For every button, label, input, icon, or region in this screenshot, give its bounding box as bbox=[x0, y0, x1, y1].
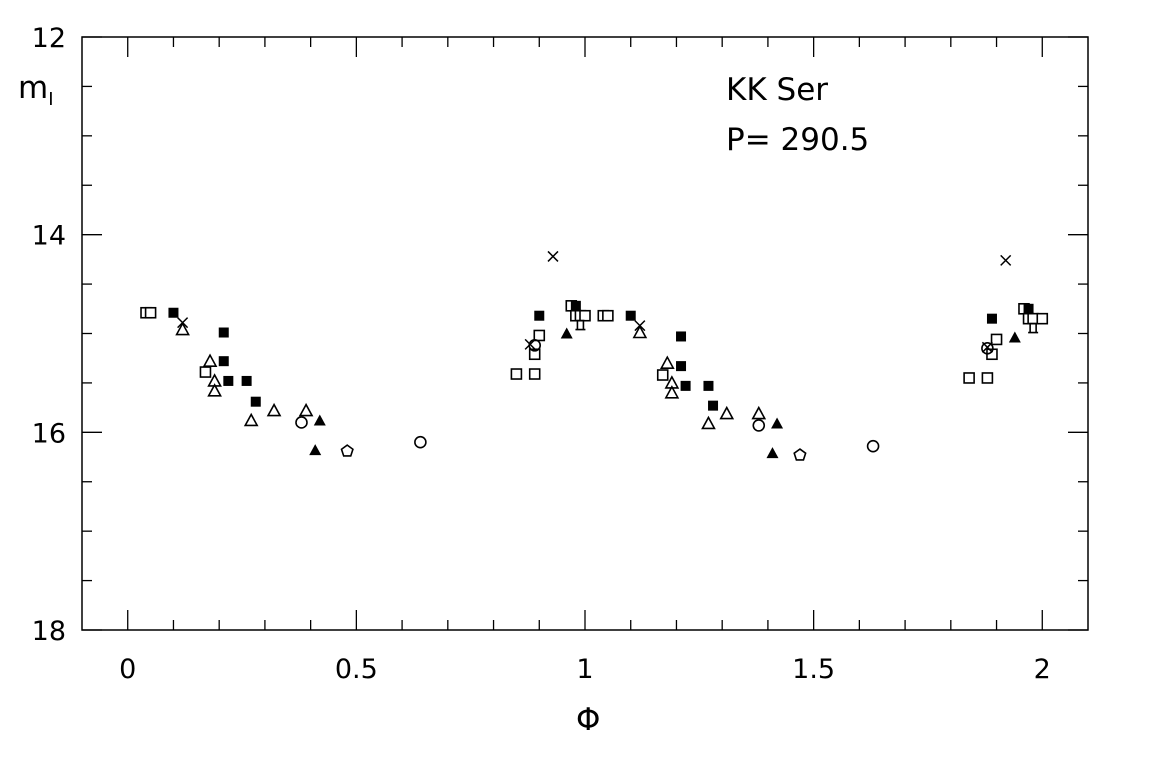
open-triangle-point bbox=[266, 402, 282, 417]
filled-triangle-point bbox=[313, 414, 326, 426]
open-triangle-point bbox=[751, 405, 767, 420]
filled-square-point bbox=[676, 331, 687, 342]
filled-square-point bbox=[708, 400, 719, 411]
open-triangle-point bbox=[243, 412, 259, 427]
open-triangle-point bbox=[298, 402, 314, 417]
x-tick-label: 1.5 bbox=[792, 654, 835, 685]
cross-point bbox=[547, 250, 559, 262]
filled-square-point bbox=[986, 313, 997, 324]
filled-square-point bbox=[250, 396, 261, 407]
data-points bbox=[140, 250, 1049, 461]
x-tick-label: 0 bbox=[119, 654, 136, 685]
open-square-point bbox=[656, 369, 669, 381]
y-axis-label-subscript: I bbox=[48, 89, 53, 110]
filled-triangle-point bbox=[309, 444, 322, 456]
open-square-point bbox=[533, 329, 546, 342]
open-circle-point bbox=[295, 416, 308, 429]
filled-square-point bbox=[223, 375, 234, 386]
filled-square-point bbox=[218, 356, 229, 367]
y-tick-label: 14 bbox=[32, 221, 66, 252]
axis-ticks bbox=[82, 36, 1088, 631]
open-pentagon-point bbox=[340, 444, 354, 457]
open-square-point bbox=[199, 366, 212, 378]
open-triangle-point bbox=[701, 415, 716, 430]
filled-square-point bbox=[625, 310, 636, 321]
y-axis-label: mI bbox=[18, 70, 54, 110]
open-square-point bbox=[602, 309, 614, 322]
open-triangle-point bbox=[664, 385, 680, 399]
x-tick-label: 0.5 bbox=[335, 654, 378, 685]
open-circle-point bbox=[752, 419, 766, 432]
cross-point bbox=[177, 317, 189, 329]
x-tick-label: 2 bbox=[1034, 654, 1051, 685]
filled-triangle-point bbox=[771, 417, 784, 429]
open-star-point bbox=[1028, 322, 1039, 334]
open-circle-point bbox=[866, 439, 880, 453]
y-tick-label: 18 bbox=[32, 616, 66, 647]
open-square-point bbox=[990, 333, 1003, 346]
filled-square-point bbox=[570, 300, 581, 311]
cross-point bbox=[634, 320, 646, 332]
open-square-point bbox=[528, 368, 541, 380]
filled-square-point bbox=[1023, 303, 1034, 314]
open-triangle-point bbox=[659, 355, 675, 369]
open-triangle-point bbox=[719, 405, 735, 420]
open-circle-point bbox=[981, 342, 994, 355]
filled-triangle-point bbox=[560, 327, 573, 339]
open-square-point bbox=[510, 368, 523, 380]
cross-point bbox=[981, 341, 993, 353]
filled-square-point bbox=[680, 380, 691, 391]
star-name-annotation: KK Ser bbox=[726, 72, 828, 108]
x-tick-labels: 0 0.5 1 1.5 2 bbox=[119, 654, 1051, 685]
filled-square-point bbox=[534, 310, 545, 321]
open-pentagon-point bbox=[793, 448, 807, 461]
y-tick-label: 16 bbox=[32, 418, 66, 449]
open-square-point bbox=[144, 306, 157, 319]
x-axis-label: Φ bbox=[576, 702, 600, 738]
y-tick-label: 12 bbox=[32, 23, 66, 54]
cross-point bbox=[1000, 254, 1012, 266]
filled-square-point bbox=[168, 307, 179, 318]
filled-square-point bbox=[241, 375, 252, 386]
y-tick-labels: 12 14 16 18 bbox=[32, 23, 66, 647]
period-annotation: P= 290.5 bbox=[726, 122, 869, 158]
open-star-point bbox=[575, 319, 586, 331]
filled-square-point bbox=[676, 361, 687, 372]
plot-frame bbox=[81, 36, 1089, 631]
open-square-point bbox=[981, 372, 994, 384]
open-square-point bbox=[579, 309, 591, 322]
x-tick-label: 1 bbox=[576, 654, 593, 685]
filled-square-point bbox=[218, 327, 229, 338]
filled-triangle-point bbox=[1008, 331, 1021, 343]
open-triangle-point bbox=[175, 321, 190, 336]
open-triangle-point bbox=[632, 324, 648, 339]
open-triangle-point bbox=[202, 353, 218, 367]
open-circle-point bbox=[414, 435, 427, 449]
open-square-point bbox=[963, 372, 975, 384]
filled-triangle-point bbox=[766, 447, 779, 459]
filled-square-point bbox=[703, 380, 714, 391]
open-triangle-point bbox=[207, 383, 222, 397]
cross-point bbox=[524, 338, 536, 350]
open-square-point bbox=[1036, 312, 1049, 325]
